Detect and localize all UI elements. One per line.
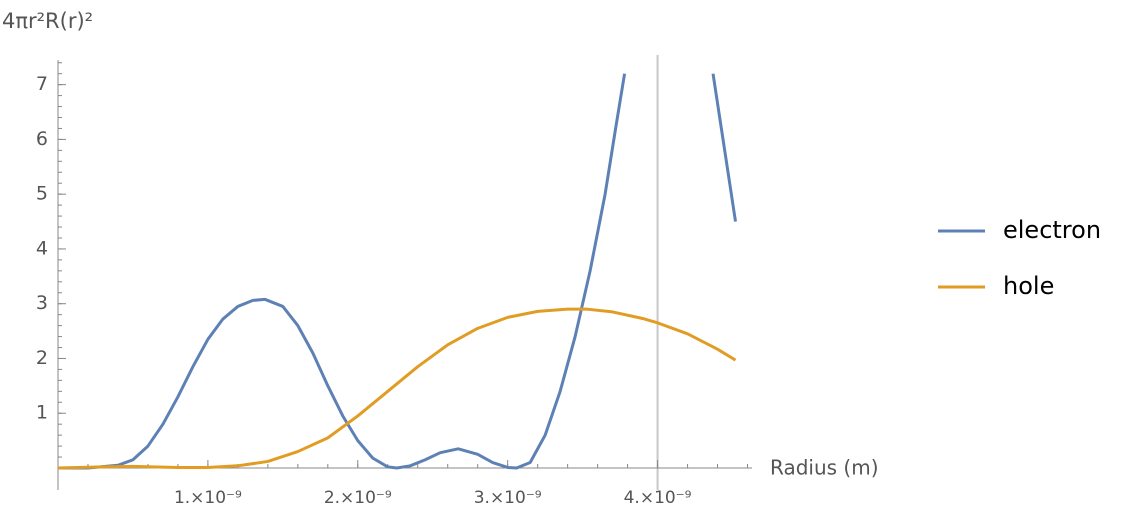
- y-tick-label: 4: [36, 237, 48, 259]
- y-tick-label: 5: [36, 183, 48, 205]
- x-tick-label: 3.×10⁻⁹: [474, 488, 542, 508]
- y-tick-label: 1: [36, 402, 48, 424]
- y-tick-label: 2: [36, 347, 48, 369]
- series-line: [58, 73, 737, 470]
- x-tick-label: 1.×10⁻⁹: [174, 488, 242, 508]
- x-tick-label: 2.×10⁻⁹: [324, 488, 392, 508]
- y-tick-label: 3: [36, 292, 48, 314]
- series-line: [57, 307, 737, 470]
- x-axis-label: Radius (m): [770, 456, 879, 480]
- legend-label: electron: [1003, 216, 1101, 244]
- legend-label: hole: [1003, 272, 1054, 300]
- x-tick-label: 4.×10⁻⁹: [624, 488, 692, 508]
- y-axis-label: 4πr²R(r)²: [2, 9, 93, 33]
- y-tick-label: 7: [36, 73, 48, 95]
- y-tick-label: 6: [36, 128, 48, 150]
